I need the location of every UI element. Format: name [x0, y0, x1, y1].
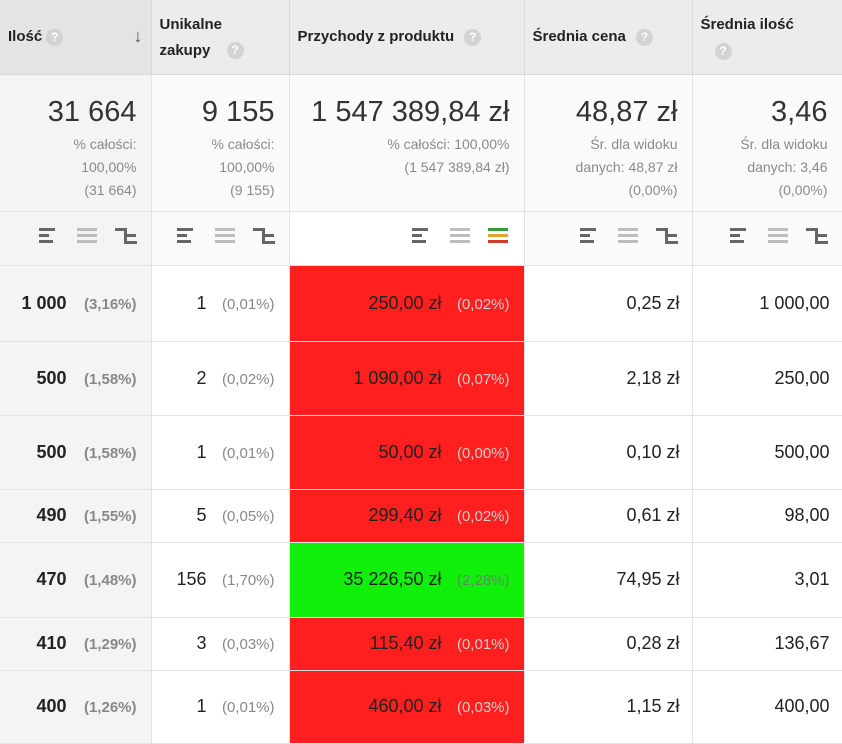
cell-quantity: 410 (1,29%)	[0, 617, 152, 671]
column-title: Średnia cena	[532, 28, 626, 45]
cell-quantity: 1 000 (3,16%)	[0, 266, 152, 342]
table-row[interactable]: 490 (1,55%) 5 (0,05%) 299,40 zł (0,02%) 0,61 z…	[0, 489, 842, 543]
cell-quantity: 470 (1,48%)	[0, 542, 152, 618]
cell-product-revenue: 1 090,00 zł (0,07%)	[289, 341, 525, 416]
column-header-unique-purchases[interactable]: Unikalne zakupy?	[151, 0, 290, 75]
total-product-revenue: 1 547 389,84 zł % całości: 100,00% (1 547…	[289, 74, 525, 212]
column-title: Średnia ilość	[700, 16, 794, 33]
column-title: Unikalne zakupy	[159, 16, 223, 59]
cell-unique-purchases: 1 (0,01%)	[151, 670, 290, 744]
totals-row: 31 664 % całości: 100,00% (31 664) 9 155 %…	[0, 74, 842, 212]
column-title: Ilość	[8, 28, 43, 45]
cell-average-quantity: 136,67	[692, 617, 842, 671]
percentage-view-icon[interactable]	[767, 225, 790, 247]
cell-unique-purchases: 1 (0,01%)	[151, 415, 290, 490]
performance-view-icon[interactable]	[579, 225, 602, 247]
cell-average-quantity: 1 000,00	[692, 266, 842, 342]
table-row[interactable]: 400 (1,26%) 1 (0,01%) 460,00 zł (0,03%) 1,15 z…	[0, 670, 842, 744]
total-unique-purchases: 9 155 % całości: 100,00% (9 155)	[151, 74, 290, 212]
cell-average-quantity: 500,00	[692, 415, 842, 490]
cell-unique-purchases: 156 (1,70%)	[151, 542, 290, 618]
cell-unique-purchases: 5 (0,05%)	[151, 489, 290, 543]
arrow-down-icon[interactable]: ↓	[133, 26, 143, 46]
total-average-price: 48,87 zł Śr. dla widoku danych: 48,87 zł(…	[524, 74, 693, 212]
cell-product-revenue: 250,00 zł (0,02%)	[289, 266, 525, 342]
header-row: Ilość? ↓ Unikalne zakupy? Przychody z pr…	[0, 0, 842, 75]
view-controls	[0, 211, 152, 266]
percentage-view-icon[interactable]	[76, 225, 99, 247]
cell-product-revenue: 460,00 zł (0,03%)	[289, 670, 525, 744]
cell-average-quantity: 400,00	[692, 670, 842, 744]
cell-average-price: 2,18 zł	[524, 341, 693, 416]
data-table: Ilość? ↓ Unikalne zakupy? Przychody z pr…	[0, 0, 842, 266]
cell-product-revenue: 115,40 zł (0,01%)	[289, 617, 525, 671]
help-icon[interactable]: ?	[46, 28, 64, 46]
help-icon[interactable]: ?	[464, 28, 482, 46]
view-controls	[289, 211, 525, 266]
cell-unique-purchases: 1 (0,01%)	[151, 266, 290, 342]
total-quantity: 31 664 % całości: 100,00% (31 664)	[0, 74, 152, 212]
percentage-view-icon[interactable]	[214, 225, 237, 247]
performance-view-icon[interactable]	[729, 225, 752, 247]
data-rows: 1 000 (3,16%) 1 (0,01%) 250,00 zł (0,02%) 0,25…	[0, 266, 842, 744]
table-row[interactable]: 470 (1,48%) 156 (1,70%) 35 226,50 zł (2,28%) 7…	[0, 542, 842, 618]
performance-view-icon[interactable]	[38, 225, 61, 247]
performance-view-icon[interactable]	[411, 225, 434, 247]
table-row[interactable]: 500 (1,58%) 2 (0,02%) 1 090,00 zł (0,07%) 2,18…	[0, 341, 842, 416]
view-controls	[151, 211, 290, 266]
cell-product-revenue: 299,40 zł (0,02%)	[289, 489, 525, 543]
cell-average-quantity: 3,01	[692, 542, 842, 618]
cell-unique-purchases: 2 (0,02%)	[151, 341, 290, 416]
cell-average-price: 0,28 zł	[524, 617, 693, 671]
column-header-average-price[interactable]: Średnia cena?	[524, 0, 693, 75]
cell-quantity: 490 (1,55%)	[0, 489, 152, 543]
help-icon[interactable]: ?	[714, 42, 732, 60]
cell-unique-purchases: 3 (0,03%)	[151, 617, 290, 671]
help-icon[interactable]: ?	[226, 42, 244, 59]
comparison-view-icon[interactable]	[805, 225, 828, 247]
cell-average-quantity: 250,00	[692, 341, 842, 416]
column-header-average-quantity[interactable]: Średnia ilość?	[692, 0, 842, 75]
view-controls	[692, 211, 842, 266]
cell-average-price: 74,95 zł	[524, 542, 693, 618]
column-header-product-revenue[interactable]: Przychody z produktu?	[289, 0, 525, 75]
cell-quantity: 500 (1,58%)	[0, 415, 152, 490]
view-controls	[524, 211, 693, 266]
cell-average-price: 1,15 zł	[524, 670, 693, 744]
view-controls-row	[0, 211, 842, 266]
cell-quantity: 400 (1,26%)	[0, 670, 152, 744]
cell-product-revenue: 50,00 zł (0,00%)	[289, 415, 525, 490]
cell-quantity: 500 (1,58%)	[0, 341, 152, 416]
performance-view-icon[interactable]	[176, 225, 199, 247]
cell-average-price: 0,10 zł	[524, 415, 693, 490]
cell-average-price: 0,25 zł	[524, 266, 693, 342]
comparison-view-icon[interactable]	[252, 225, 275, 247]
total-average-quantity: 3,46 Śr. dla widoku danych: 3,46 (0,00%)	[692, 74, 842, 212]
comparison-view-icon[interactable]	[655, 225, 678, 247]
cell-average-price: 0,61 zł	[524, 489, 693, 543]
column-header-quantity[interactable]: Ilość? ↓	[0, 0, 152, 75]
table-row[interactable]: 500 (1,58%) 1 (0,01%) 50,00 zł (0,00%) 0,10 zł…	[0, 415, 842, 490]
table-row[interactable]: 1 000 (3,16%) 1 (0,01%) 250,00 zł (0,02%) 0,25…	[0, 266, 842, 342]
percentage-view-icon[interactable]	[449, 225, 472, 247]
percentage-view-icon[interactable]	[617, 225, 640, 247]
comparison-view-icon[interactable]	[487, 225, 510, 247]
column-title: Przychody z produktu	[297, 28, 455, 45]
cell-average-quantity: 98,00	[692, 489, 842, 543]
help-icon[interactable]: ?	[635, 28, 653, 46]
cell-product-revenue: 35 226,50 zł (2,28%)	[289, 542, 525, 618]
comparison-view-icon[interactable]	[114, 225, 137, 247]
table-row[interactable]: 410 (1,29%) 3 (0,03%) 115,40 zł (0,01%) 0,28 z…	[0, 617, 842, 671]
